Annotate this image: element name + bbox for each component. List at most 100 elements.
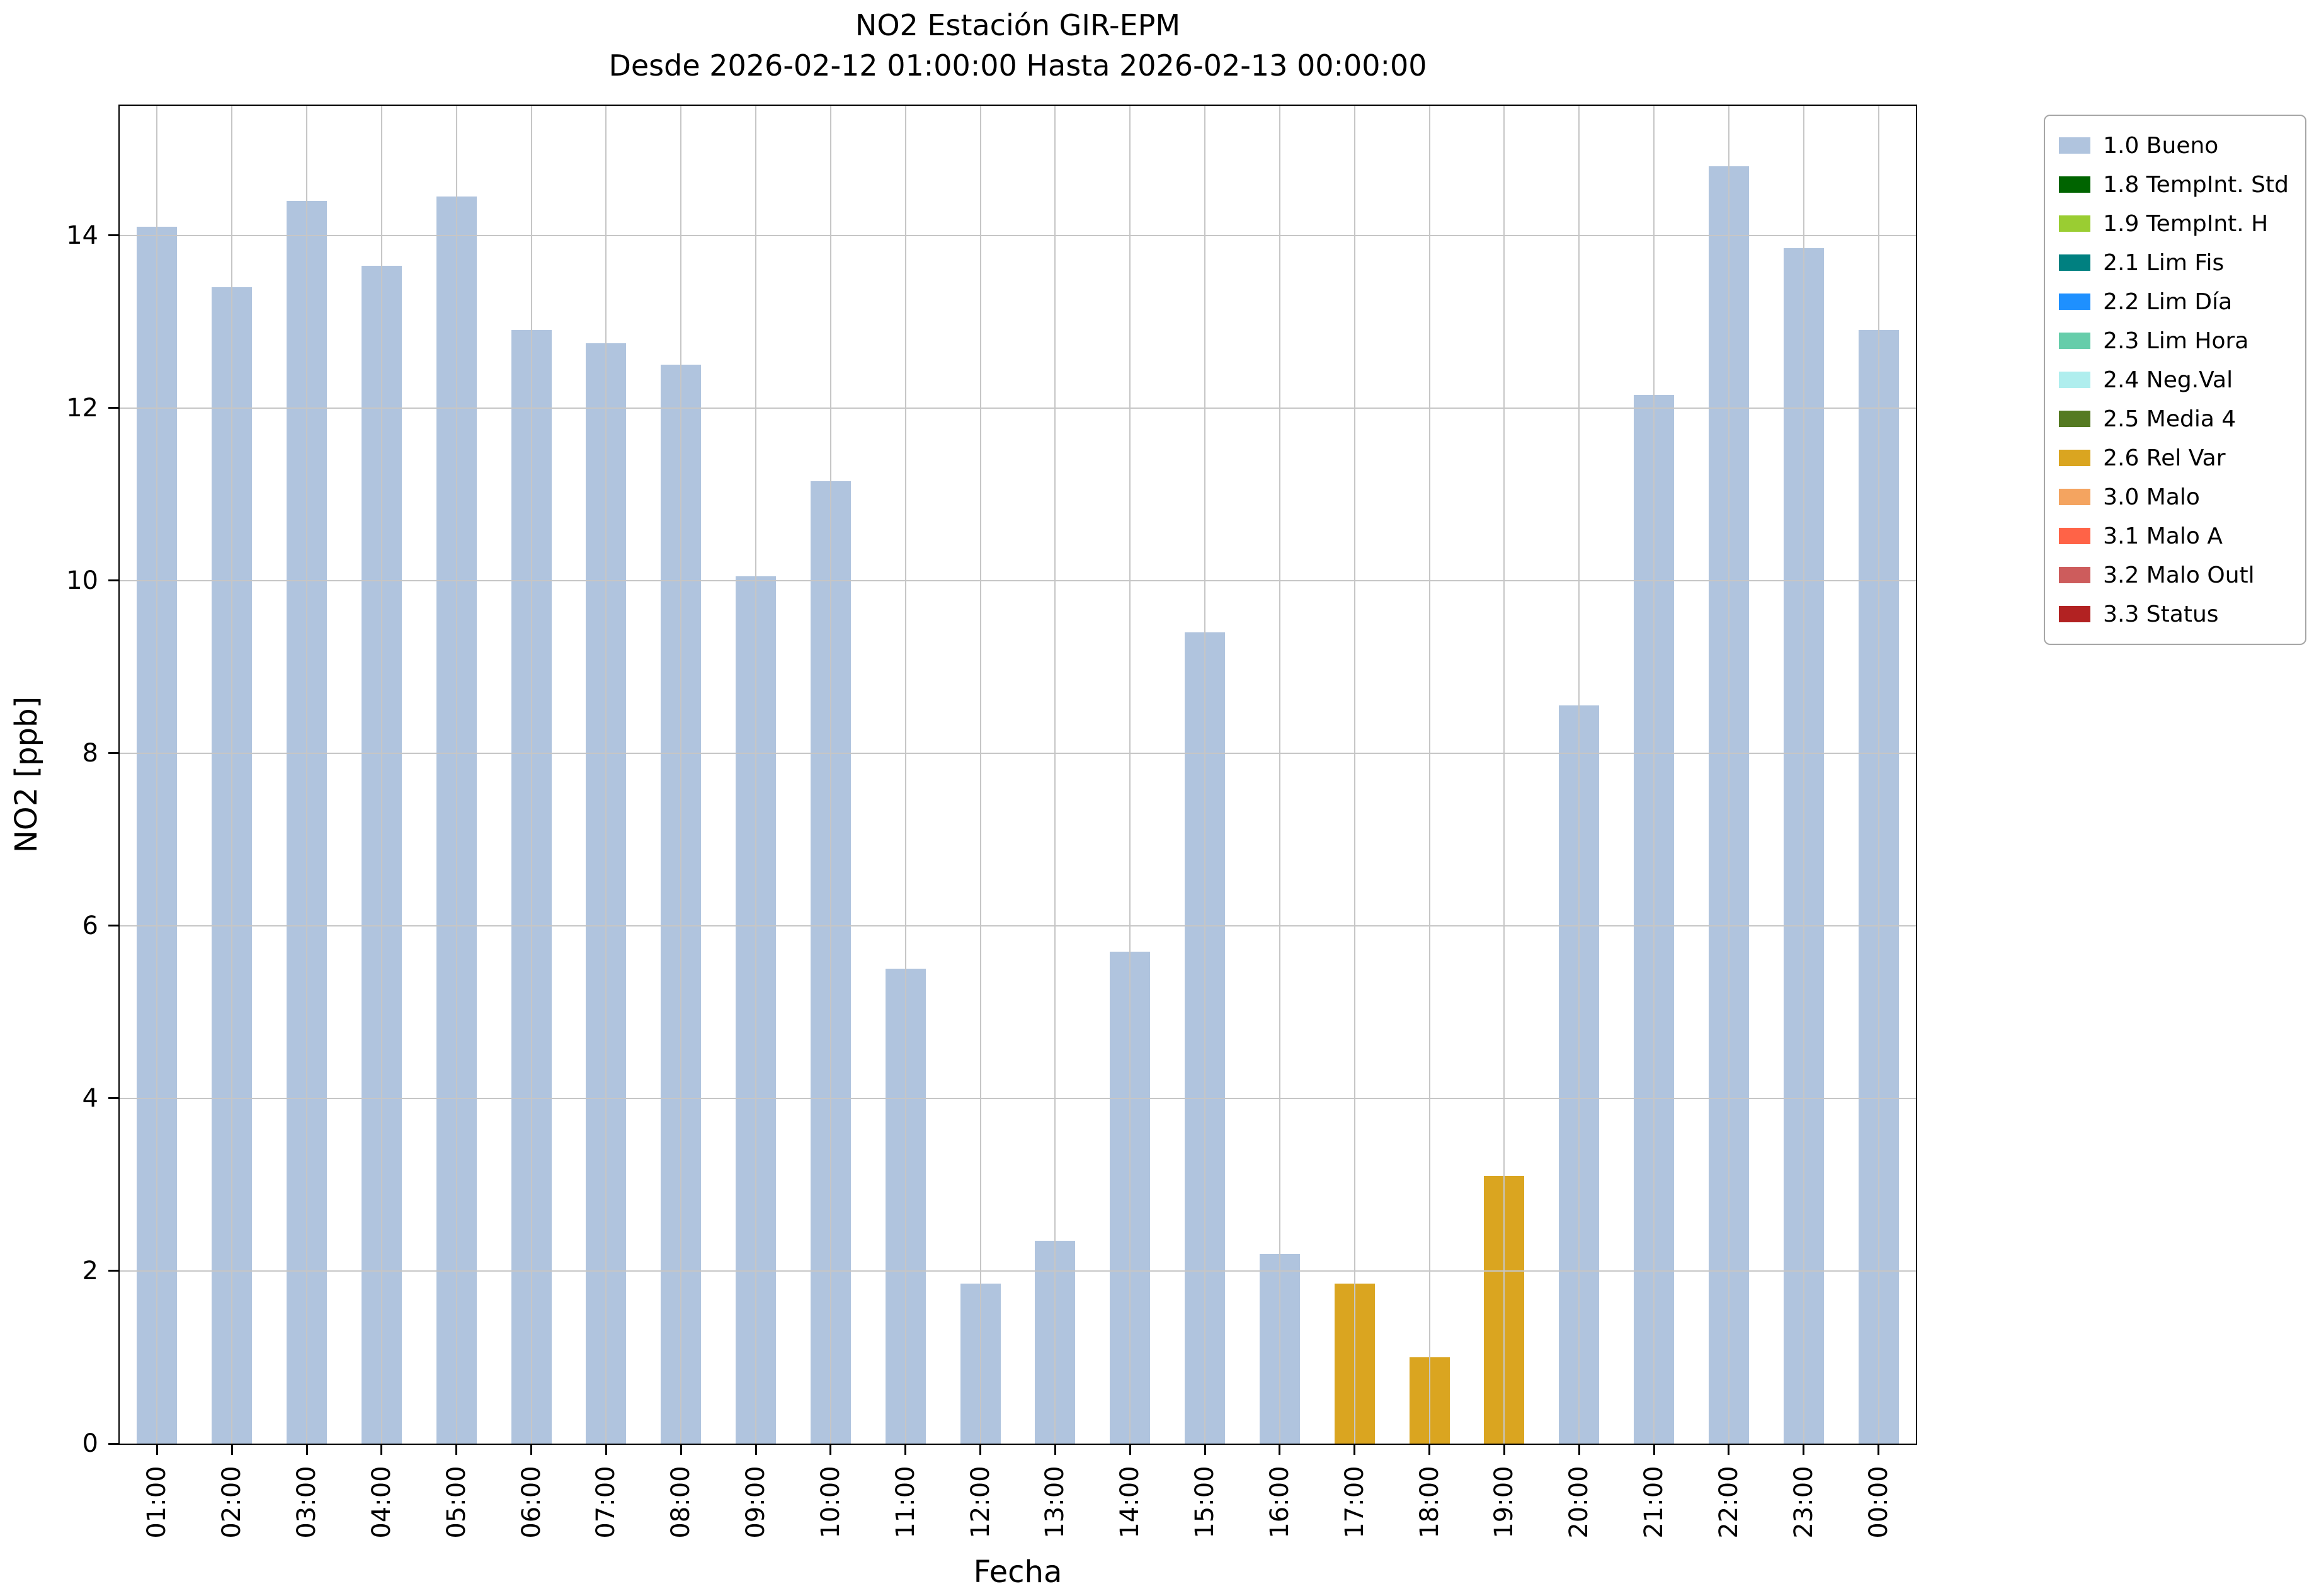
- x-tick-label: 08:00: [662, 1455, 700, 1549]
- title-block: NO2 Estación GIR-EPM Desde 2026-02-12 01…: [120, 5, 1916, 86]
- gridline-x: [680, 106, 682, 1444]
- legend-swatch: [2059, 606, 2091, 622]
- x-tick: [1578, 1445, 1580, 1455]
- x-tick-label: 04:00: [363, 1455, 401, 1549]
- gridline-x: [1578, 106, 1580, 1444]
- chart-title: NO2 Estación GIR-EPM: [855, 8, 1181, 42]
- y-tick-label: 2: [82, 1256, 98, 1285]
- x-tick: [1353, 1445, 1356, 1455]
- y-tick-label: 6: [82, 911, 98, 940]
- x-tick-label: 02:00: [213, 1455, 251, 1549]
- x-tick-label: 12:00: [962, 1455, 1000, 1549]
- legend-item: 2.5 Media 4: [2059, 399, 2289, 438]
- gridline-x: [979, 106, 981, 1444]
- y-tick-label: 0: [82, 1429, 98, 1458]
- x-tick: [979, 1445, 982, 1455]
- x-tick-text: 19:00: [1490, 1466, 1519, 1539]
- gridline-x: [1877, 106, 1879, 1444]
- legend-item: 2.6 Rel Var: [2059, 438, 2289, 477]
- legend-swatch: [2059, 215, 2091, 232]
- legend-label: 2.3 Lim Hora: [2103, 328, 2249, 354]
- y-tick: [108, 1097, 118, 1100]
- x-tick-text: 14:00: [1115, 1466, 1145, 1539]
- x-tick-text: 13:00: [1040, 1466, 1070, 1539]
- gridline-x: [306, 106, 308, 1444]
- gridline-x: [1428, 106, 1430, 1444]
- gridline-y: [120, 579, 1916, 581]
- gridline-x: [530, 106, 532, 1444]
- x-tick: [530, 1445, 533, 1455]
- x-tick: [1054, 1445, 1056, 1455]
- y-tick: [108, 752, 118, 755]
- gridline-x: [1129, 106, 1131, 1444]
- x-tick-text: 08:00: [666, 1466, 696, 1539]
- gridline-x: [605, 106, 607, 1444]
- x-tick-text: 23:00: [1789, 1466, 1818, 1539]
- gridline-x: [231, 106, 233, 1444]
- x-tick: [1129, 1445, 1131, 1455]
- x-tick-label: 21:00: [1635, 1455, 1673, 1549]
- legend: 1.0 Bueno 1.8 TempInt. Std 1.9 TempInt. H 2…: [2044, 115, 2306, 645]
- x-tick-text: 21:00: [1639, 1466, 1669, 1539]
- gridline-y: [120, 752, 1916, 754]
- x-tick-text: 15:00: [1190, 1466, 1220, 1539]
- x-tick-label: 11:00: [887, 1455, 925, 1549]
- gridline-x: [1653, 106, 1655, 1444]
- x-tick-text: 22:00: [1714, 1466, 1743, 1539]
- legend-item: 3.0 Malo: [2059, 477, 2289, 516]
- x-tick-text: 10:00: [816, 1466, 845, 1539]
- gridline-x: [1353, 106, 1355, 1444]
- x-tick-label: 23:00: [1785, 1455, 1823, 1549]
- y-tick: [108, 234, 118, 237]
- y-tick: [108, 1270, 118, 1272]
- x-tick-text: 17:00: [1340, 1466, 1369, 1539]
- x-tick-text: 06:00: [516, 1466, 546, 1539]
- x-tick-label: 06:00: [513, 1455, 550, 1549]
- x-tick-text: 02:00: [217, 1466, 247, 1539]
- legend-label: 1.9 TempInt. H: [2103, 210, 2269, 237]
- legend-swatch: [2059, 254, 2091, 271]
- gridline-x: [829, 106, 831, 1444]
- x-tick-text: 04:00: [367, 1466, 396, 1539]
- legend-label: 2.5 Media 4: [2103, 406, 2236, 432]
- y-tick-label: 12: [66, 393, 98, 423]
- x-tick-label: 05:00: [438, 1455, 476, 1549]
- x-tick-label: 10:00: [812, 1455, 850, 1549]
- legend-item: 3.3 Status: [2059, 595, 2289, 634]
- x-tick-text: 16:00: [1265, 1466, 1294, 1539]
- legend-item: 2.4 Neg.Val: [2059, 360, 2289, 399]
- gridline-y: [120, 234, 1916, 236]
- x-tick: [380, 1445, 383, 1455]
- x-tick: [1803, 1445, 1805, 1455]
- x-tick-label: 17:00: [1336, 1455, 1374, 1549]
- gridline-x: [1803, 106, 1804, 1444]
- legend-item: 1.8 TempInt. Std: [2059, 165, 2289, 204]
- x-tick-label: 22:00: [1710, 1455, 1748, 1549]
- y-tick: [108, 579, 118, 582]
- legend-label: 2.2 Lim Día: [2103, 288, 2233, 315]
- x-tick-text: 07:00: [591, 1466, 621, 1539]
- x-tick-text: 05:00: [442, 1466, 471, 1539]
- x-tick: [305, 1445, 308, 1455]
- y-axis-label-wrap: NO2 [ppb]: [6, 106, 47, 1444]
- legend-label: 1.0 Bueno: [2103, 132, 2219, 159]
- x-tick: [1728, 1445, 1730, 1455]
- x-tick: [680, 1445, 682, 1455]
- x-tick-text: 01:00: [142, 1466, 172, 1539]
- legend-item: 3.1 Malo A: [2059, 516, 2289, 556]
- x-tick-label: 14:00: [1111, 1455, 1149, 1549]
- y-tick-label: 8: [82, 738, 98, 768]
- legend-label: 3.2 Malo Outl: [2103, 562, 2255, 588]
- legend-item: 1.0 Bueno: [2059, 126, 2289, 165]
- x-tick-text: 09:00: [741, 1466, 771, 1539]
- legend-label: 3.0 Malo: [2103, 484, 2200, 510]
- y-tick: [108, 1442, 118, 1445]
- legend-item: 2.1 Lim Fis: [2059, 243, 2289, 282]
- x-tick: [1877, 1445, 1880, 1455]
- x-tick: [1428, 1445, 1431, 1455]
- x-tick: [829, 1445, 832, 1455]
- x-tick: [1503, 1445, 1505, 1455]
- x-tick-label: 09:00: [737, 1455, 775, 1549]
- legend-swatch: [2059, 333, 2091, 349]
